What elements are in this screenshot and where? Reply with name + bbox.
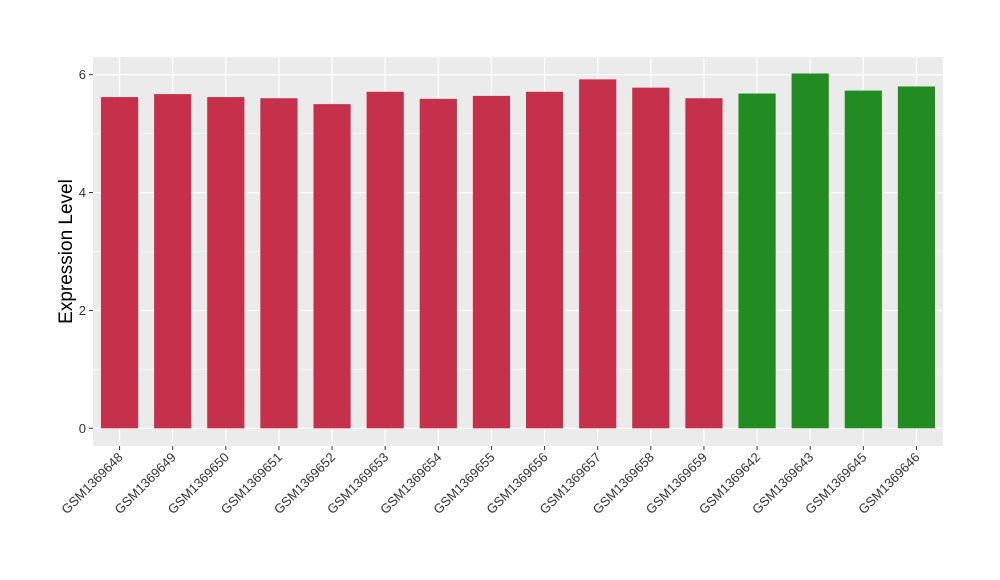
bar-GSM1369643: [791, 73, 829, 429]
bar-GSM1369657: [579, 79, 617, 429]
y-tick-label: 2: [79, 303, 86, 318]
bar-GSM1369645: [844, 90, 882, 429]
bar-GSM1369659: [685, 98, 723, 429]
y-axis-title: Expression Level: [56, 179, 77, 324]
bar-GSM1369646: [897, 86, 936, 429]
bar-GSM1369655: [472, 95, 511, 429]
bar-GSM1369642: [738, 93, 776, 429]
bar-GSM1369658: [632, 87, 670, 429]
y-tick-label: 6: [79, 67, 86, 82]
bar-GSM1369653: [366, 91, 404, 429]
y-tick-label: 0: [79, 421, 86, 436]
x-axis: GSM1369648GSM1369649GSM1369650GSM1369651…: [58, 446, 923, 517]
bar-GSM1369651: [260, 98, 298, 429]
bar-GSM1369656: [525, 91, 564, 429]
y-tick-label: 4: [79, 185, 86, 200]
bar-GSM1369652: [313, 104, 351, 429]
bar-GSM1369648: [100, 97, 139, 429]
bar-GSM1369649: [154, 94, 192, 429]
bar-GSM1369654: [419, 98, 457, 429]
y-axis: 0 2 4 6: [79, 67, 93, 436]
bar-GSM1369650: [207, 97, 245, 429]
bars: [100, 73, 936, 429]
